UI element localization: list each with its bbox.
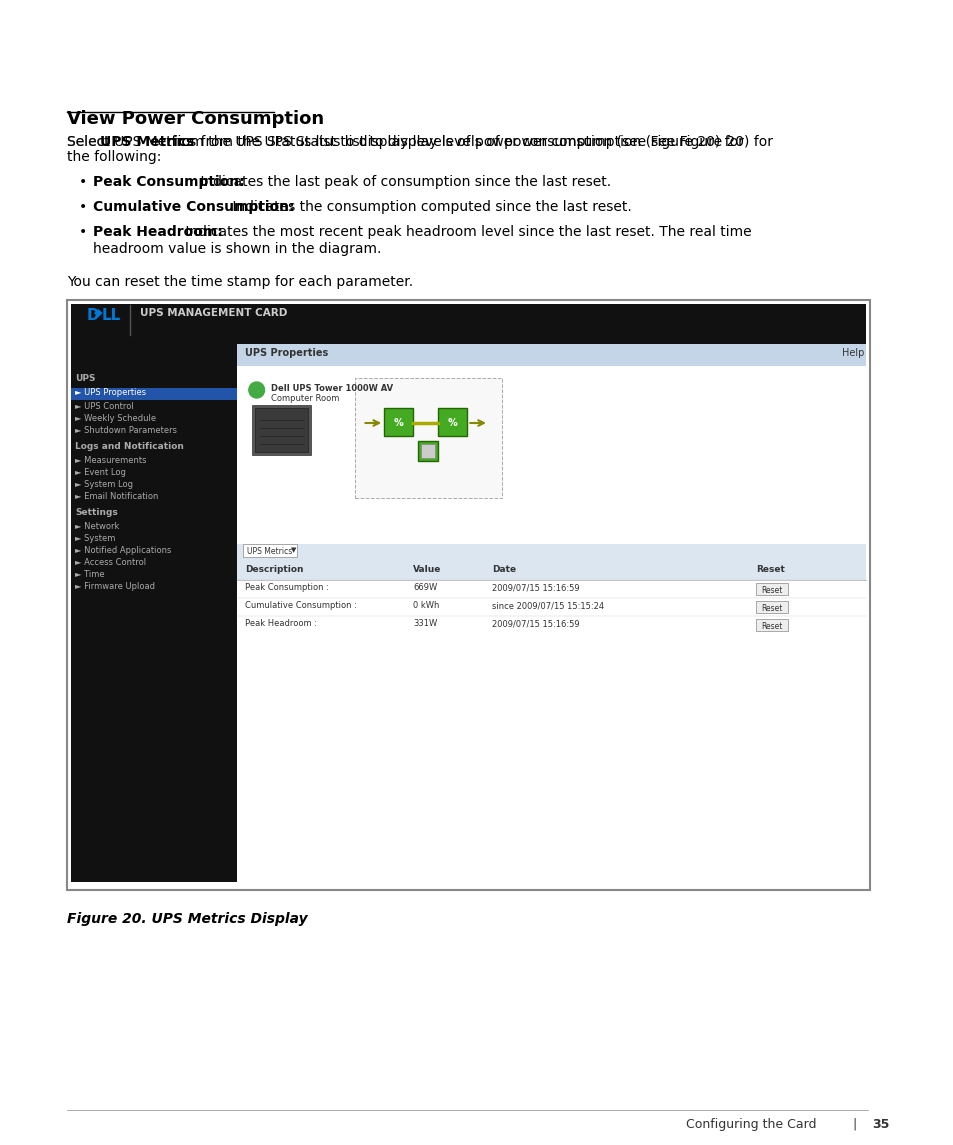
Text: UPS: UPS [75, 374, 96, 382]
Bar [71, 305, 865, 343]
Text: 0 kWh: 0 kWh [413, 601, 439, 610]
Text: Peak Headroom :: Peak Headroom : [245, 619, 316, 627]
Text: UPS MANAGEMENT CARD: UPS MANAGEMENT CARD [140, 308, 287, 318]
Text: ◆: ◆ [94, 308, 102, 318]
Text: Reset: Reset [760, 605, 781, 613]
Bar [237, 562, 865, 581]
Text: 669W: 669W [413, 583, 437, 592]
Bar [437, 408, 467, 436]
Bar [237, 544, 865, 562]
Text: Indicates the most recent peak headroom level since the last reset. The real tim: Indicates the most recent peak headroom … [181, 226, 751, 239]
Text: 2009/07/15 15:16:59: 2009/07/15 15:16:59 [492, 583, 578, 592]
Text: ► UPS Properties: ► UPS Properties [75, 388, 147, 397]
Text: Cumulative Consumption:: Cumulative Consumption: [93, 200, 294, 214]
Text: the following:: the following: [67, 150, 161, 164]
Bar [756, 583, 787, 595]
Text: Indicates the last peak of consumption since the last reset.: Indicates the last peak of consumption s… [195, 175, 611, 189]
Bar [418, 441, 437, 461]
Text: Reset: Reset [756, 564, 784, 574]
Text: ► UPS Control: ► UPS Control [75, 402, 134, 411]
Text: since 2009/07/15 15:15:24: since 2009/07/15 15:15:24 [492, 601, 603, 610]
Bar [384, 408, 413, 436]
Text: Computer Room: Computer Room [271, 394, 339, 403]
Text: View Power Consumption: View Power Consumption [67, 110, 323, 128]
Text: Help: Help [841, 348, 863, 358]
Text: ► Event Log: ► Event Log [75, 468, 126, 477]
Bar [243, 544, 296, 556]
Text: Indicates the consumption computed since the last reset.: Indicates the consumption computed since… [228, 200, 631, 214]
Text: Peak Consumption :: Peak Consumption : [245, 583, 329, 592]
Text: 2009/07/15 15:16:59: 2009/07/15 15:16:59 [492, 619, 578, 627]
Text: •: • [78, 175, 87, 189]
Text: ► Email Notification: ► Email Notification [75, 492, 158, 502]
Text: Value: Value [413, 564, 441, 574]
Text: ► Time: ► Time [75, 570, 105, 579]
Text: Settings: Settings [75, 508, 118, 518]
Text: 331W: 331W [413, 619, 437, 627]
Text: Logs and Notification: Logs and Notification [75, 442, 184, 451]
Text: UPS Properties: UPS Properties [245, 348, 328, 358]
Text: •: • [78, 200, 87, 214]
Text: Reset: Reset [760, 586, 781, 595]
Text: ► Weekly Schedule: ► Weekly Schedule [75, 414, 156, 423]
Text: %: % [394, 418, 403, 428]
Text: from the UPS Status list to display levels of power consumption (see Figure 20) : from the UPS Status list to display leve… [167, 135, 742, 149]
Text: Date: Date [492, 564, 516, 574]
Text: 35: 35 [871, 1118, 888, 1131]
Text: Select: Select [67, 135, 113, 149]
Text: Reset: Reset [760, 622, 781, 631]
Text: ► System Log: ► System Log [75, 480, 133, 489]
Text: ► Shutdown Parameters: ► Shutdown Parameters [75, 426, 177, 435]
Bar [355, 378, 501, 498]
Bar [252, 405, 311, 455]
Circle shape [249, 382, 264, 398]
Text: ▼: ▼ [291, 547, 296, 553]
Text: Peak Consumption:: Peak Consumption: [93, 175, 244, 189]
Text: Select UPS Metrics from the UPS Status list to display levels of power consumpti: Select UPS Metrics from the UPS Status l… [67, 135, 772, 149]
Text: |: | [851, 1118, 856, 1131]
Text: %: % [447, 418, 457, 428]
Text: Cumulative Consumption :: Cumulative Consumption : [245, 601, 356, 610]
Bar [254, 408, 307, 452]
Bar [756, 601, 787, 613]
Text: Peak Headroom:: Peak Headroom: [93, 226, 223, 239]
Text: ► Network: ► Network [75, 522, 120, 531]
Text: You can reset the time stamp for each parameter.: You can reset the time stamp for each pa… [67, 275, 413, 289]
Text: ► Notified Applications: ► Notified Applications [75, 546, 172, 555]
Text: UPS Metrics: UPS Metrics [247, 547, 292, 556]
Bar [756, 619, 787, 631]
Text: ► Firmware Upload: ► Firmware Upload [75, 582, 155, 591]
Text: Configuring the Card: Configuring the Card [685, 1118, 816, 1131]
Text: LL: LL [102, 308, 121, 323]
Bar [67, 300, 869, 890]
Text: Select: Select [67, 135, 113, 149]
Text: Figure 20. UPS Metrics Display: Figure 20. UPS Metrics Display [67, 913, 307, 926]
Text: ► System: ► System [75, 534, 115, 543]
Text: ► Access Control: ► Access Control [75, 558, 147, 567]
Bar [71, 340, 237, 882]
Text: Select: Select [67, 135, 113, 149]
Text: headroom value is shown in the diagram.: headroom value is shown in the diagram. [93, 242, 381, 256]
Text: Description: Description [245, 564, 303, 574]
Text: ► Measurements: ► Measurements [75, 456, 147, 465]
Text: D: D [86, 308, 99, 323]
Text: UPS Metrics: UPS Metrics [100, 135, 194, 149]
Bar [71, 388, 237, 400]
Text: ✓: ✓ [252, 388, 261, 398]
Text: •: • [78, 226, 87, 239]
Text: Dell UPS Tower 1000W AV: Dell UPS Tower 1000W AV [271, 384, 393, 393]
Bar [421, 444, 435, 458]
Bar [237, 344, 865, 366]
